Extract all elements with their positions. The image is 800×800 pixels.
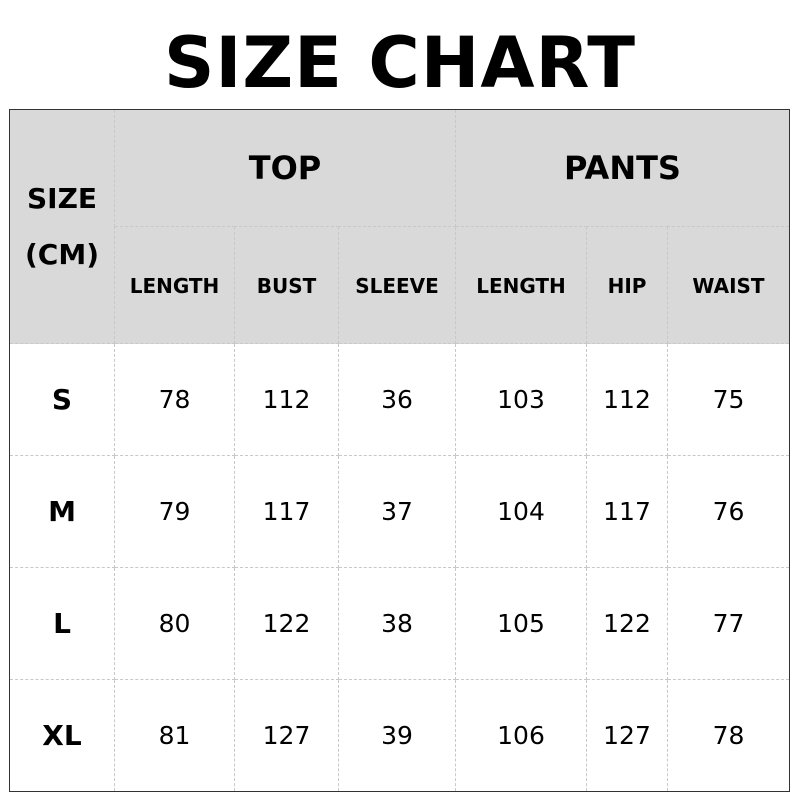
value-cell: 105	[455, 567, 587, 680]
column-header: WAIST	[667, 226, 790, 344]
column-header: LENGTH	[455, 226, 587, 344]
value-cell: 117	[586, 455, 668, 568]
size-cell: M	[9, 455, 115, 568]
value-cell: 127	[586, 679, 668, 792]
value-cell: 81	[114, 679, 235, 792]
table-row: XL 81 127 39 106 127 78	[9, 679, 790, 792]
column-header: HIP	[586, 226, 668, 344]
value-cell: 79	[114, 455, 235, 568]
size-cell: L	[9, 567, 115, 680]
value-cell: 127	[234, 679, 339, 792]
value-cell: 37	[338, 455, 456, 568]
value-cell: 104	[455, 455, 587, 568]
unit-label: (CM)	[24, 237, 99, 271]
value-cell: 78	[667, 679, 790, 792]
group-header-top: TOP	[114, 109, 456, 227]
value-cell: 75	[667, 343, 790, 456]
size-chart-table: SIZE (CM) TOP PANTS LENGTH BUST SLEEVE L…	[9, 109, 790, 792]
value-cell: 39	[338, 679, 456, 792]
value-cell: 38	[338, 567, 456, 680]
value-cell: 122	[586, 567, 668, 680]
value-cell: 77	[667, 567, 790, 680]
value-cell: 112	[586, 343, 668, 456]
table-row: L 80 122 38 105 122 77	[9, 567, 790, 680]
value-cell: 122	[234, 567, 339, 680]
value-cell: 78	[114, 343, 235, 456]
value-cell: 106	[455, 679, 587, 792]
size-label: SIZE	[26, 181, 97, 215]
size-header: SIZE (CM)	[9, 109, 115, 344]
column-header: LENGTH	[114, 226, 235, 344]
value-cell: 80	[114, 567, 235, 680]
value-cell: 103	[455, 343, 587, 456]
value-cell: 117	[234, 455, 339, 568]
value-cell: 76	[667, 455, 790, 568]
value-cell: 36	[338, 343, 456, 456]
size-cell: S	[9, 343, 115, 456]
column-header: SLEEVE	[338, 226, 456, 344]
group-header-pants: PANTS	[455, 109, 790, 227]
column-header: BUST	[234, 226, 339, 344]
table-row: S 78 112 36 103 112 75	[9, 343, 790, 456]
page-title: SIZE CHART	[163, 22, 637, 104]
value-cell: 112	[234, 343, 339, 456]
size-cell: XL	[9, 679, 115, 792]
table-row: M 79 117 37 104 117 76	[9, 455, 790, 568]
